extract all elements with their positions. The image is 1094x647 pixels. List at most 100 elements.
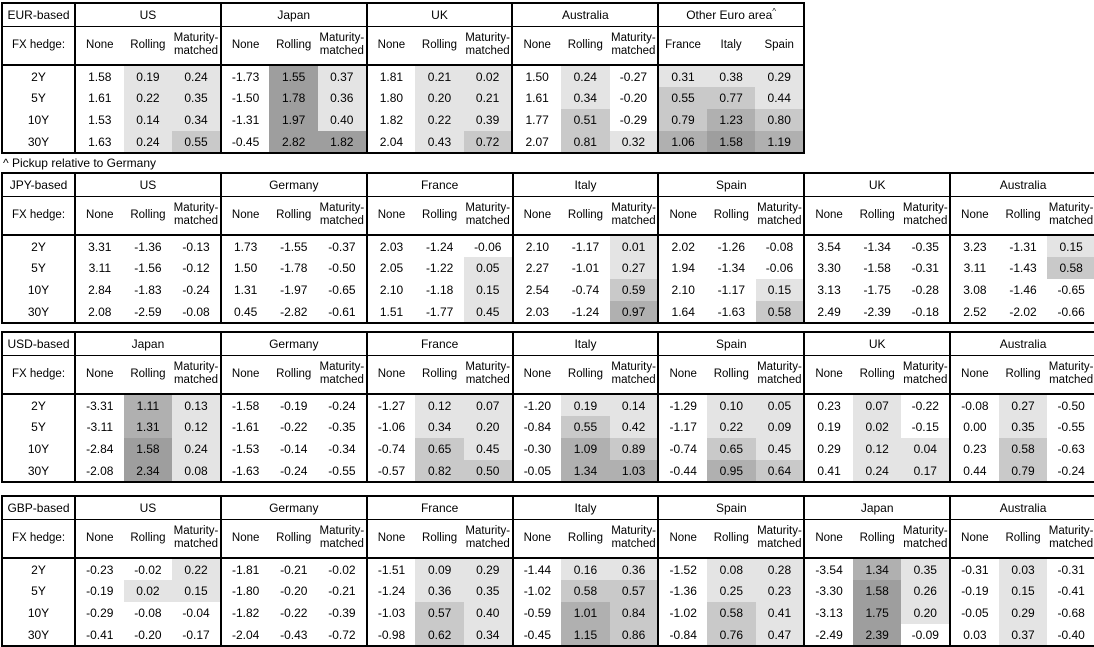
value-cell: -0.55 — [328, 463, 356, 478]
value-cell: 3.08 — [949, 279, 999, 301]
value-cell: 0.03 — [998, 558, 1048, 580]
value-cell: -0.20 — [619, 91, 648, 105]
data-table: USD-based Japan Germany France Italy Spain UK A… — [1, 331, 1094, 483]
hedge-col-header: Rolling — [415, 519, 464, 559]
value-cell: -0.39 — [328, 606, 356, 620]
value-cell: 0.27 — [609, 257, 659, 279]
value-cell: -1.55 — [280, 239, 308, 254]
hedge-col-header: Maturity-matched — [901, 519, 951, 559]
value-cell: 0.07 — [852, 394, 902, 416]
value-cell: -0.05 — [949, 602, 999, 624]
country-header: US — [74, 496, 221, 520]
tenor-label: 2Y — [31, 398, 46, 413]
data-row: 2Y -0.23 -0.02 0.22 -1.81 -0.21 -0.02 -1.51 0.09… — [2, 558, 1094, 580]
value-cell: 0.09 — [415, 558, 464, 580]
hedge-col-header: None — [511, 26, 561, 66]
tenor-label: 30Y — [27, 134, 50, 149]
country-header: Italy — [511, 332, 659, 356]
value-cell: -0.68 — [1057, 606, 1085, 620]
value-cell: -0.40 — [1057, 627, 1085, 642]
hedge-col-header: Maturity-matched — [172, 26, 221, 66]
hedge-col-header: Rolling — [123, 355, 173, 395]
value-cell: -1.61 — [219, 416, 270, 438]
tenor-label: 5Y — [31, 420, 46, 434]
value-cell: -3.31 — [74, 394, 124, 416]
hedge-col-header: Maturity-matched — [172, 196, 221, 236]
value-cell: 0.00 — [949, 416, 999, 438]
hedge-col-header: Rolling — [123, 519, 173, 559]
value-cell: 0.05 — [463, 257, 513, 279]
hedge-col-header: None — [511, 355, 562, 395]
value-cell: -1.58 — [863, 261, 891, 275]
value-cell: -0.35 — [911, 239, 939, 254]
data-table: JPY-based US Germany France Italy Spain UK Aust… — [1, 172, 1094, 324]
value-cell: 0.47 — [755, 624, 805, 646]
value-cell: 0.26 — [901, 580, 951, 602]
value-cell: -2.04 — [219, 624, 270, 646]
hedge-col-header: Spain — [755, 26, 805, 66]
hedge-col-header: None — [365, 355, 416, 395]
value-cell: 1.63 — [74, 131, 124, 153]
value-cell: -1.29 — [657, 394, 708, 416]
country-header: Australia — [949, 173, 1094, 197]
value-cell: 0.12 — [852, 438, 902, 460]
hedge-col-header: Rolling — [998, 196, 1048, 236]
data-row: 2Y -3.31 1.11 0.13 -1.58 -0.19 -0.24 -1.27 0.12 0… — [2, 394, 1094, 416]
value-cell: -0.65 — [1057, 283, 1085, 297]
value-cell: -2.08 — [74, 460, 124, 482]
value-cell: 0.23 — [755, 580, 805, 602]
value-cell: -0.55 — [1057, 420, 1085, 434]
value-cell: -1.81 — [219, 558, 270, 580]
country-header: Spain — [657, 496, 805, 520]
value-cell: -1.75 — [863, 283, 891, 297]
country-header: Japan — [74, 332, 221, 356]
value-cell: -0.24 — [182, 283, 210, 297]
value-cell: 0.10 — [707, 394, 756, 416]
table-jpy-based: JPY-based US Germany France Italy Spain UK Aust… — [0, 172, 1094, 324]
value-cell: 3.11 — [74, 257, 124, 279]
hedge-col-header: Maturity-matched — [172, 519, 221, 559]
hedge-col-header: None — [949, 355, 999, 395]
value-cell: 1.75 — [852, 602, 902, 624]
value-cell: -0.19 — [74, 580, 124, 602]
value-cell: 3.30 — [803, 257, 853, 279]
value-cell: -0.31 — [949, 558, 999, 580]
value-cell: -1.34 — [863, 239, 891, 254]
hedge-col-header: None — [365, 519, 416, 559]
hedge-col-header: France — [657, 26, 707, 66]
value-cell: 0.44 — [949, 460, 999, 482]
value-cell: -0.44 — [657, 460, 708, 482]
value-cell: -1.02 — [657, 602, 708, 624]
value-cell: -2.49 — [803, 624, 853, 646]
value-cell: 2.49 — [803, 301, 853, 323]
value-cell: 0.29 — [803, 438, 853, 460]
country-header-row: USD-based Japan Germany France Italy Spain UK A… — [2, 332, 1094, 356]
value-cell: 3.23 — [949, 235, 999, 257]
hedge-col-header: None — [803, 519, 853, 559]
value-cell: 0.58 — [561, 580, 610, 602]
value-cell: -1.97 — [280, 283, 308, 297]
value-cell: 0.29 — [755, 65, 805, 87]
hedge-col-header: Rolling — [269, 355, 319, 395]
value-cell: 1.81 — [365, 65, 416, 87]
value-cell: 1.31 — [219, 279, 270, 301]
country-header: Italy — [511, 173, 659, 197]
value-cell: 0.02 — [852, 416, 902, 438]
value-cell: -0.23 — [74, 558, 124, 580]
hedge-header-row: FX hedge: None Rolling Maturity-matched None… — [2, 355, 1094, 395]
value-cell: 2.10 — [657, 279, 708, 301]
value-cell: 0.15 — [463, 279, 513, 301]
fx-hedge-label: FX hedge: — [2, 355, 75, 395]
value-cell: -0.63 — [1057, 442, 1085, 456]
value-cell: -0.22 — [280, 606, 308, 620]
value-cell: 2.08 — [74, 301, 124, 323]
value-cell: 0.34 — [560, 87, 610, 109]
value-cell: 0.15 — [172, 580, 221, 602]
value-cell: 0.22 — [172, 558, 221, 580]
value-cell: 1.31 — [123, 416, 173, 438]
tenor-label: 10Y — [27, 606, 50, 620]
value-cell: 0.02 — [463, 65, 513, 87]
hedge-col-header: Maturity-matched — [609, 196, 659, 236]
data-row: 10Y 2.84 -1.83 -0.24 1.31 -1.97 -0.65 2.10 -1.18… — [2, 279, 1094, 301]
value-cell: 0.82 — [415, 460, 464, 482]
